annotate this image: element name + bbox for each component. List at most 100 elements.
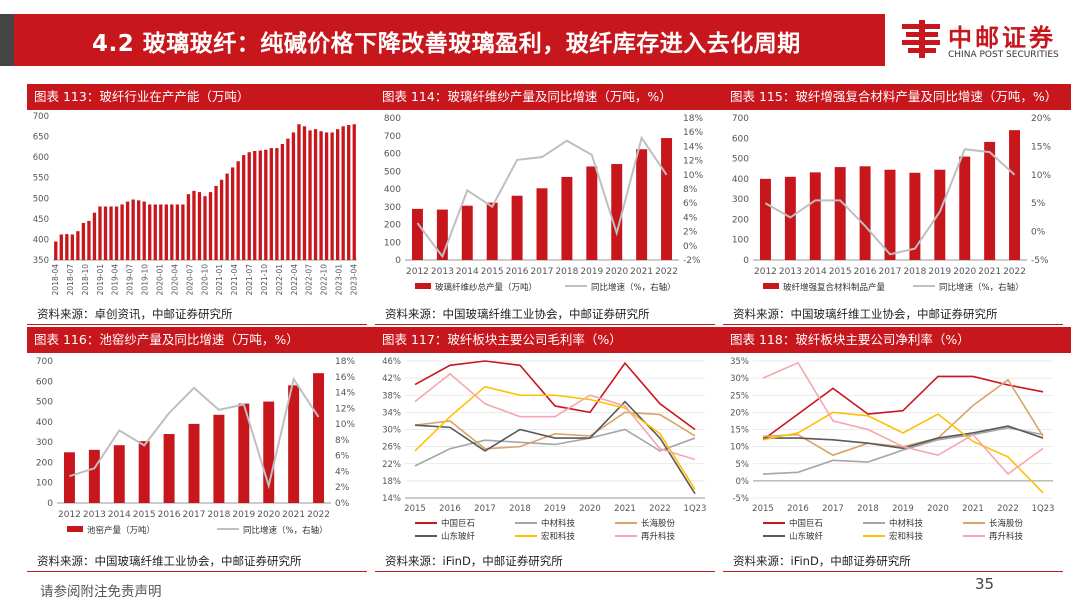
- output-bar: [313, 373, 325, 503]
- output-bar: [586, 166, 598, 260]
- capacity-bar: [208, 192, 213, 260]
- y2-tick-label: 2%: [335, 483, 350, 493]
- capacity-bar: [219, 179, 224, 260]
- y-tick-label: 350: [33, 256, 49, 266]
- tank-yarn-output-chart: 0 100 200 300 400 500 600 700 0% 2% 4% 6% 8% 10% 12% 14…: [36, 357, 356, 536]
- capacity-bar: [286, 138, 290, 260]
- legend-label: 宏和科技: [889, 531, 924, 542]
- legend-swatch-bar: [415, 283, 431, 289]
- legend-label: 山东玻纤: [441, 531, 476, 542]
- y-tick-label: -5%: [732, 494, 749, 504]
- divider: [27, 571, 367, 572]
- output-bar: [63, 452, 75, 503]
- y2-tick-label: 10%: [683, 171, 703, 181]
- logo-chinese-text: 中邮证券: [948, 24, 1056, 52]
- legend-label: 宏和科技: [541, 531, 576, 542]
- y-tick-label: 400: [33, 235, 49, 245]
- capacity-bar: [186, 194, 191, 260]
- output-bar: [661, 138, 673, 260]
- x-tick-label: 2013: [431, 267, 454, 277]
- x-tick-label: 2015: [404, 504, 426, 514]
- legend-label: 同比增速（%，右轴）: [243, 525, 328, 536]
- x-tick-label: 2020-07: [185, 264, 194, 296]
- y-tick-label: 14%: [382, 494, 401, 504]
- output-bar: [113, 445, 125, 503]
- series-line: [762, 426, 1044, 475]
- output-bar: [884, 169, 896, 260]
- y2-tick-label: 4%: [683, 213, 698, 223]
- legend-label: 中国巨石: [789, 518, 823, 529]
- divider: [27, 324, 367, 325]
- y2-tick-label: 14%: [335, 389, 355, 399]
- y-tick-label: 200: [732, 215, 749, 225]
- y-tick-label: 0%: [736, 477, 750, 487]
- x-tick-label: 2019-10: [141, 264, 150, 296]
- y-tick-label: 300: [732, 195, 749, 205]
- y-tick-label: 800: [384, 114, 401, 124]
- x-tick-label: 2014: [108, 510, 131, 520]
- panel-title: 图表 117：玻纤板块主要公司毛利率（%）: [375, 327, 723, 353]
- capacity-bar: [313, 129, 318, 260]
- x-tick-label: 2017: [879, 267, 902, 277]
- y2-tick-label: 16%: [683, 128, 703, 138]
- capacity-bar: [291, 132, 296, 260]
- y-tick-label: 500: [36, 398, 53, 408]
- x-tick-label: 2018: [207, 510, 230, 520]
- y-tick-label: 700: [384, 132, 401, 142]
- panel-chart-117: 图表 117：玻纤板块主要公司毛利率（%） 14% 18% 22% 26% 30% 34%…: [375, 327, 723, 542]
- output-bar: [486, 202, 498, 260]
- capacity-bar: [159, 204, 163, 260]
- x-tick-label: 2021: [978, 267, 1001, 277]
- x-tick-label: 2012: [58, 510, 81, 520]
- x-tick-label: 2021: [282, 510, 305, 520]
- y-tick-label: 42%: [382, 374, 401, 384]
- x-tick-label: 2018-07: [66, 264, 75, 296]
- capacity-bar: [137, 200, 141, 260]
- capacity-bar: [341, 126, 345, 261]
- legend-label: 中国巨石: [441, 518, 475, 529]
- output-bar: [288, 385, 300, 503]
- x-tick-label: 2021-07: [245, 264, 254, 296]
- capacity-bar: [59, 234, 63, 260]
- legend-label: 再升科技: [989, 531, 1024, 542]
- divider: [723, 571, 1063, 572]
- x-tick-label: 2020-04: [170, 264, 179, 296]
- y-tick-label: 38%: [382, 391, 401, 401]
- output-bar: [163, 434, 175, 503]
- y2-tick-label: 12%: [335, 404, 355, 414]
- y-tick-label: 700: [36, 357, 53, 367]
- capacity-bar: [114, 206, 119, 260]
- x-tick-label: 2023-01: [335, 264, 344, 296]
- series-line: [414, 360, 696, 431]
- capacity-bar: [81, 222, 86, 260]
- y-tick-label: 30%: [730, 374, 749, 384]
- x-tick-label: 2013: [779, 267, 802, 277]
- capacity-bar: [54, 241, 58, 260]
- x-tick-label: 2019: [892, 504, 914, 514]
- y2-tick-label: 18%: [335, 357, 355, 367]
- series-line: [414, 428, 696, 467]
- capacity-bar: [148, 204, 152, 260]
- x-tick-label: 2022: [997, 504, 1019, 514]
- title-bar: [0, 14, 885, 66]
- series-line: [762, 375, 1044, 441]
- capacity-bar: [175, 204, 180, 260]
- output-bar: [511, 195, 523, 260]
- capacity-bar: [269, 148, 273, 260]
- source-note: 资料来源：中国玻璃纤维工业协会，中邮证券研究所: [385, 307, 650, 321]
- legend-label: 长海股份: [641, 518, 676, 529]
- capacity-bar: [236, 161, 240, 260]
- capacity-bar: [225, 173, 229, 260]
- x-tick-label: 2019: [928, 267, 951, 277]
- series-line: [763, 425, 1044, 450]
- source-note: 资料来源：iFinD，中邮证券研究所: [733, 554, 911, 568]
- capacity-bar: [109, 206, 113, 260]
- x-tick-label: 2017: [822, 504, 844, 514]
- y2-tick-label: 10%: [335, 420, 355, 430]
- legend-label: 玻璃纤维纱总产量（万吨）: [435, 282, 537, 293]
- y2-tick-label: 0%: [683, 242, 698, 252]
- y2-tick-label: -5%: [1031, 256, 1049, 266]
- x-tick-label: 2014: [804, 267, 827, 277]
- output-bar: [1009, 130, 1021, 260]
- legend-label: 中材科技: [541, 518, 576, 529]
